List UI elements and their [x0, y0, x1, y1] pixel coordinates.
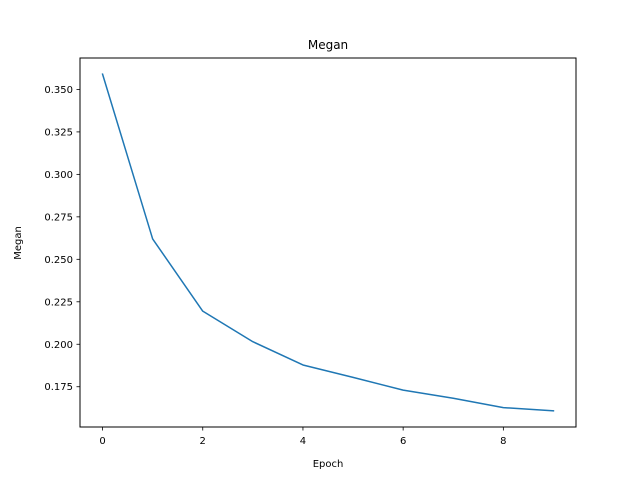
- chart-title: Megan: [308, 38, 348, 52]
- x-axis-ticks: 0 2 4 6 8: [99, 427, 507, 447]
- y-tick-label: 0.325: [44, 127, 73, 138]
- x-tick-label: 8: [500, 436, 506, 447]
- plot-frame: [79, 57, 577, 428]
- y-axis-ticks: 0.175 0.200 0.225 0.250 0.275 0.300 0.325 0.350: [44, 85, 80, 393]
- plot-content: [101, 73, 555, 412]
- y-tick-label: 0.250: [44, 255, 73, 266]
- x-tick-label: 0: [99, 436, 105, 447]
- y-tick-label: 0.175: [44, 382, 73, 393]
- x-axis-label: Epoch: [313, 459, 344, 470]
- x-tick-label: 2: [200, 436, 206, 447]
- y-tick-label: 0.350: [44, 85, 73, 96]
- x-tick-label: 6: [400, 436, 406, 447]
- x-tick-label: 4: [300, 436, 306, 447]
- y-tick-label: 0.200: [44, 340, 73, 351]
- series-line-0: [101, 73, 555, 412]
- y-tick-label: 0.300: [44, 170, 73, 181]
- y-axis-label: Megan: [13, 226, 24, 260]
- y-tick-label: 0.225: [44, 297, 73, 308]
- y-tick-label: 0.275: [44, 212, 73, 223]
